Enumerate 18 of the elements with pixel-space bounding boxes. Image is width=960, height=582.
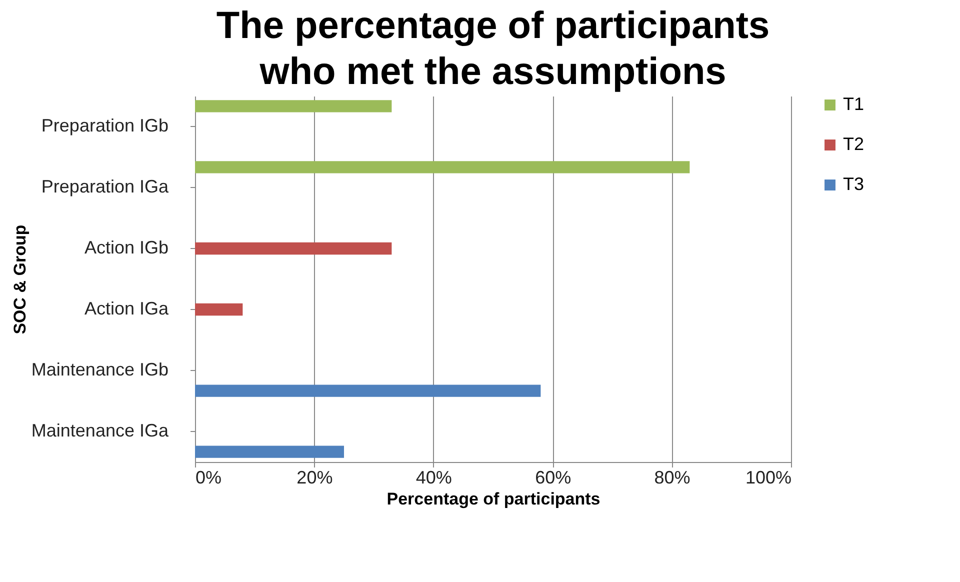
- y-tick-label: Preparation IGb: [41, 116, 168, 136]
- x-tick-label: 0%: [196, 468, 222, 488]
- x-tick-label: 80%: [654, 468, 690, 488]
- y-tick-label: Preparation IGa: [41, 176, 170, 196]
- y-tick-label: Maintenance IGa: [31, 420, 170, 440]
- legend-label: T1: [843, 94, 864, 114]
- y-tick-label: Action IGb: [84, 238, 168, 258]
- x-tick-label: 100%: [745, 468, 792, 488]
- x-axis-title: Percentage of participants: [386, 490, 600, 508]
- chart-title: The percentage of participants who met the assumptions: [216, 5, 770, 93]
- x-tick-label: 40%: [416, 468, 452, 488]
- y-tick-label: Maintenance IGb: [31, 360, 168, 380]
- legend-label: T2: [843, 134, 864, 154]
- legend-label: T3: [843, 174, 864, 194]
- y-tick-label: Action IGa: [84, 298, 170, 318]
- x-tick-label: 20%: [296, 468, 333, 488]
- y-axis-title: SOC & Group: [10, 224, 30, 334]
- x-tick-label: 60%: [535, 468, 572, 488]
